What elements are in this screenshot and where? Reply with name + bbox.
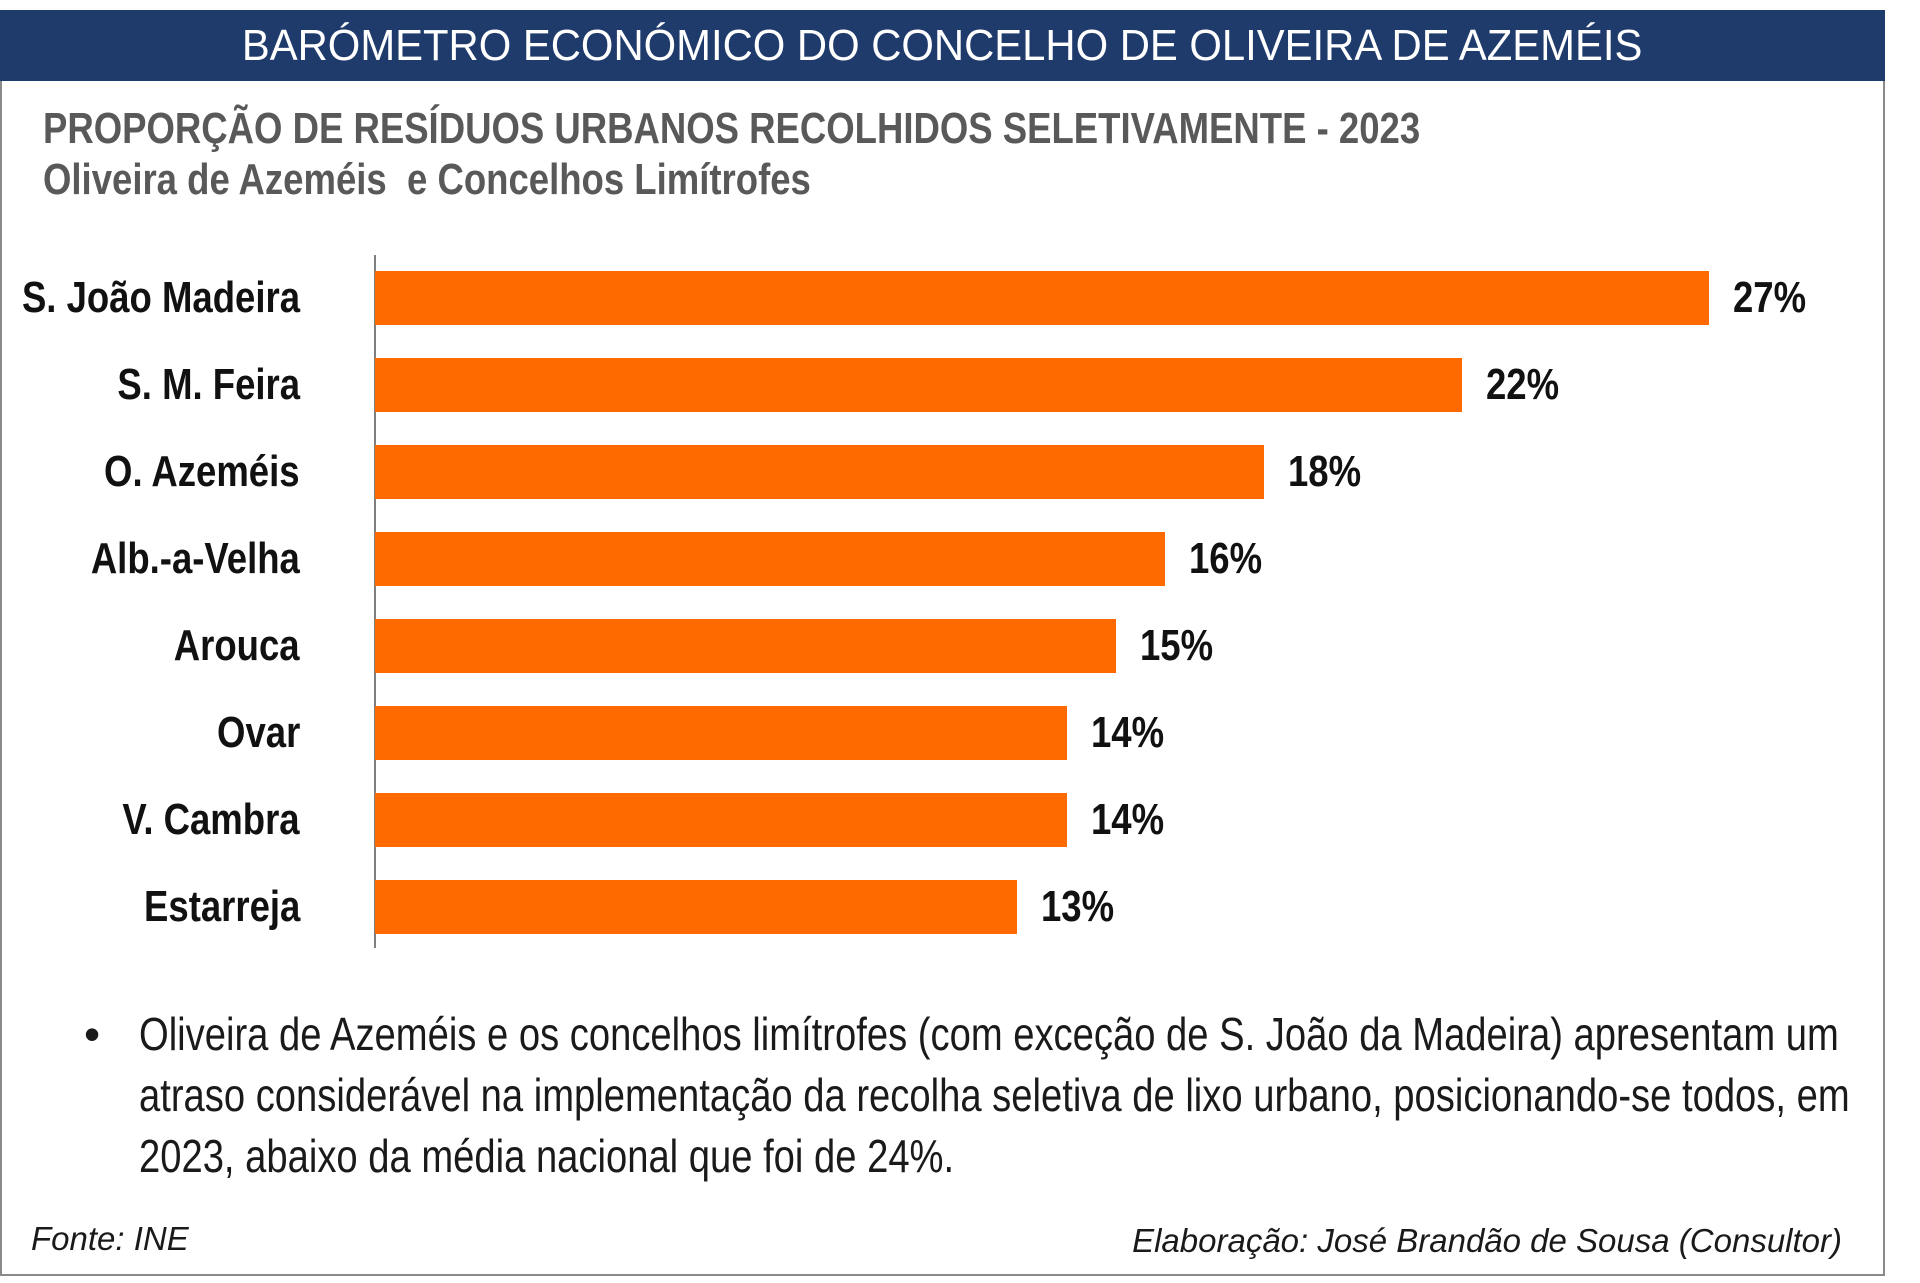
y-axis-line <box>374 255 376 948</box>
category-label-2: S. M. Feira <box>117 360 300 409</box>
bar-3 <box>375 445 1265 499</box>
data-label-2: 22% <box>1485 360 1559 409</box>
category-label-6: Ovar <box>216 708 300 757</box>
bar-chart: S. João Madeira 27% S. M. Feira 22% O. Azemé… <box>21 255 1806 948</box>
category-label-8: Estarreja <box>143 882 300 931</box>
bar-6 <box>375 706 1067 760</box>
page-header: BARÓMETRO ECONÓMICO DO CONCELHO DE OLIVE… <box>0 10 1885 81</box>
bar-8 <box>375 880 1018 934</box>
footer-credit: Elaboração: José Brandão de Sousa (Consu… <box>1132 1222 1842 1259</box>
category-label-7: V. Cambra <box>122 795 300 844</box>
category-label-4: Alb.-a-Velha <box>90 534 300 583</box>
chart-subtitle: Oliveira de Azeméis e Concelhos Limítrof… <box>43 155 811 204</box>
header-title: BARÓMETRO ECONÓMICO DO CONCELHO DE OLIVE… <box>242 20 1643 70</box>
note-container: Oliveira de Azeméis e os concelhos limít… <box>139 1004 1869 1190</box>
data-label-6: 14% <box>1090 708 1164 757</box>
data-label-4: 16% <box>1189 534 1263 583</box>
bar-4 <box>375 532 1166 586</box>
note-text: Oliveira de Azeméis e os concelhos limít… <box>139 1008 1850 1182</box>
category-label-1: S. João Madeira <box>21 273 300 322</box>
data-label-7: 14% <box>1090 795 1164 844</box>
data-label-5: 15% <box>1140 621 1214 670</box>
data-label-3: 18% <box>1288 447 1362 496</box>
note-bullet: • <box>84 1008 101 1060</box>
category-label-3: O. Azeméis <box>104 447 300 496</box>
bar-2 <box>375 358 1462 412</box>
bar-1 <box>375 271 1709 325</box>
footer-source: Fonte: INE <box>31 1220 189 1257</box>
bar-7 <box>375 793 1067 847</box>
data-label-8: 13% <box>1041 882 1115 931</box>
bar-5 <box>375 619 1116 673</box>
data-label-1: 27% <box>1732 273 1806 322</box>
category-label-5: Arouca <box>174 621 300 670</box>
chart-title: PROPORÇÃO DE RESÍDUOS URBANOS RECOLHIDOS… <box>43 104 1421 153</box>
